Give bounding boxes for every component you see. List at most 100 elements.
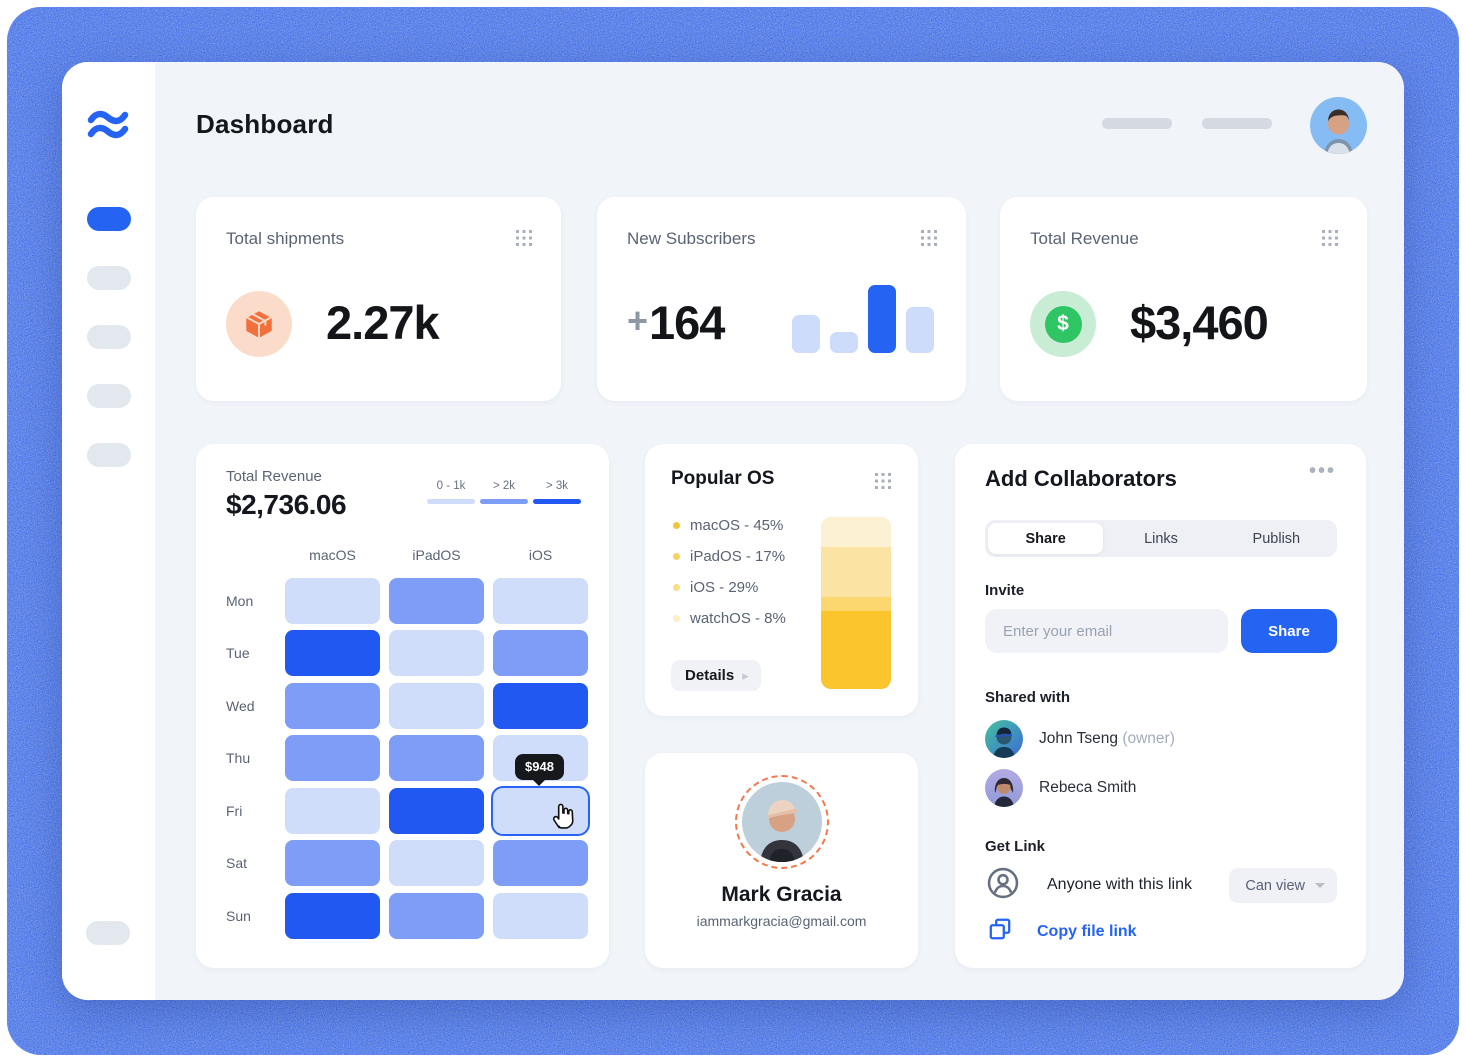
stat-label: Total Revenue — [1030, 229, 1139, 248]
heatmap-cell[interactable] — [285, 892, 380, 939]
heatmap-row-label: Sat — [226, 855, 248, 871]
heatmap-row-label: Fri — [226, 802, 243, 819]
drag-handle-icon[interactable] — [920, 229, 938, 252]
stat-label: Total shipments — [226, 229, 345, 248]
heatmap-cell[interactable] — [285, 682, 380, 729]
heatmap-cell[interactable] — [285, 787, 380, 834]
more-menu-icon[interactable]: ••• — [1308, 460, 1336, 482]
get-link-label: Get Link — [985, 838, 1046, 855]
collaborators-tabs: Share Links Publish — [985, 520, 1337, 557]
legend-item: 0 - 1k — [427, 480, 475, 504]
heatmap-cell[interactable] — [285, 840, 380, 886]
heatmap-row-label: Wed — [226, 697, 255, 714]
heatmap-cell[interactable] — [389, 787, 484, 834]
person-name: John Tseng (owner) — [1039, 730, 1175, 747]
bar — [830, 332, 858, 353]
person-role: (owner) — [1122, 730, 1175, 747]
bar — [792, 315, 820, 353]
legend-label: > 3k — [545, 480, 569, 492]
sidebar-nav — [62, 207, 155, 467]
tab-share[interactable]: Share — [988, 523, 1104, 554]
plus-sign: + — [627, 300, 648, 341]
legend-label: > 2k — [492, 480, 516, 492]
add-collaborators-card: Add Collaborators ••• Share Links Publish … — [955, 444, 1366, 968]
invite-label: Invite — [985, 582, 1025, 599]
heatmap-legend: 0 - 1k > 2k > 3k — [427, 480, 581, 504]
details-button[interactable]: Details ▸ — [671, 660, 761, 691]
heatmap-row-label: Thu — [226, 750, 251, 766]
heatmap-cell[interactable] — [493, 577, 588, 624]
heatmap-cell[interactable] — [285, 630, 380, 676]
copy-file-link[interactable]: Copy file link — [987, 916, 1137, 947]
mini-bar-chart — [792, 281, 934, 353]
heatmap-value: $2,736.06 — [226, 489, 347, 520]
heatmap-row-label: Mon — [226, 592, 254, 609]
avatar-john-tseng — [985, 720, 1023, 758]
share-button[interactable]: Share — [1241, 609, 1337, 653]
sidebar-item[interactable] — [86, 384, 131, 408]
app-window: Dashboard Total shipments — [62, 62, 1404, 1000]
sidebar-item[interactable] — [86, 443, 131, 467]
heatmap-cell[interactable] — [493, 682, 588, 729]
heatmap-cell[interactable] — [493, 630, 588, 676]
os-legend-label: macOS - 45% — [690, 516, 784, 534]
heatmap-cell[interactable] — [389, 682, 484, 729]
os-bullet — [673, 583, 680, 591]
heatmap-corner — [226, 539, 276, 571]
email-input[interactable] — [985, 609, 1228, 653]
profile-name: Mark Gracia — [721, 883, 842, 906]
os-legend-item: iOS - 29% — [673, 578, 786, 596]
package-icon — [226, 291, 292, 357]
heatmap-cell[interactable] — [389, 630, 484, 676]
sidebar-item[interactable] — [86, 266, 131, 290]
sidebar — [62, 62, 155, 1000]
permission-dropdown[interactable]: Can view — [1229, 868, 1337, 903]
person-circle-icon — [985, 865, 1021, 906]
sidebar-item[interactable] — [86, 207, 131, 231]
heatmap-cell[interactable] — [285, 577, 380, 624]
user-avatar[interactable] — [1310, 97, 1367, 154]
tab-publish[interactable]: Publish — [1252, 530, 1301, 547]
heatmap-cell[interactable] — [389, 892, 484, 939]
legend-item: > 2k — [480, 480, 528, 504]
heatmap-title: Total Revenue — [226, 468, 322, 485]
avatar-ring — [734, 775, 829, 869]
drag-handle-icon[interactable] — [515, 229, 533, 252]
profile-email: iammarkgracia@gmail.com — [696, 913, 867, 929]
heatmap-cell[interactable]: $948 — [493, 753, 588, 834]
sidebar-item[interactable] — [86, 325, 131, 349]
revenue-heatmap-card: Total Revenue $2,736.06 0 - 1k > 2k > 3k m… — [196, 444, 609, 968]
drag-handle-icon[interactable] — [874, 472, 892, 495]
app-logo-wave-icon[interactable] — [86, 108, 130, 147]
copy-icon — [987, 916, 1013, 947]
legend-swatch — [480, 499, 528, 504]
drag-handle-icon[interactable] — [1321, 229, 1339, 252]
heatmap-cell[interactable] — [389, 577, 484, 624]
heatmap-cell[interactable] — [389, 840, 484, 886]
heatmap-cell[interactable] — [389, 735, 484, 781]
tab-links[interactable]: Links — [1144, 530, 1178, 547]
heatmap-row-label: Tue — [226, 645, 250, 661]
popular-os-card: Popular OS macOS - 45% iPadOS - 17% iOS - … — [645, 444, 918, 716]
subscriber-count: 164 — [649, 296, 725, 349]
header-placeholder-pill — [1102, 118, 1172, 129]
avatar-rebeca-smith — [985, 769, 1023, 807]
header-placeholder-pill — [1202, 118, 1272, 129]
sidebar-item-bottom[interactable] — [86, 921, 130, 945]
bar — [906, 307, 934, 353]
os-stacked-bar — [821, 517, 891, 689]
link-access-row: Anyone with this link Can view — [985, 866, 1337, 904]
os-legend-label: iPadOS - 17% — [690, 547, 786, 565]
os-segment-watchOS — [821, 596, 891, 611]
heatmap-cell[interactable] — [285, 735, 380, 781]
heatmap-cell[interactable] — [493, 892, 588, 939]
chevron-down-icon — [1315, 883, 1325, 893]
os-segment-iOS — [821, 546, 891, 597]
shared-with-label: Shared with — [985, 689, 1071, 706]
legend-label: 0 - 1k — [436, 480, 466, 492]
os-bullet — [673, 552, 680, 560]
shared-person-row: John Tseng (owner) — [985, 720, 1175, 758]
stat-card-new-subscribers: New Subscribers +164 — [597, 197, 966, 401]
heatmap-cell[interactable] — [493, 840, 588, 886]
